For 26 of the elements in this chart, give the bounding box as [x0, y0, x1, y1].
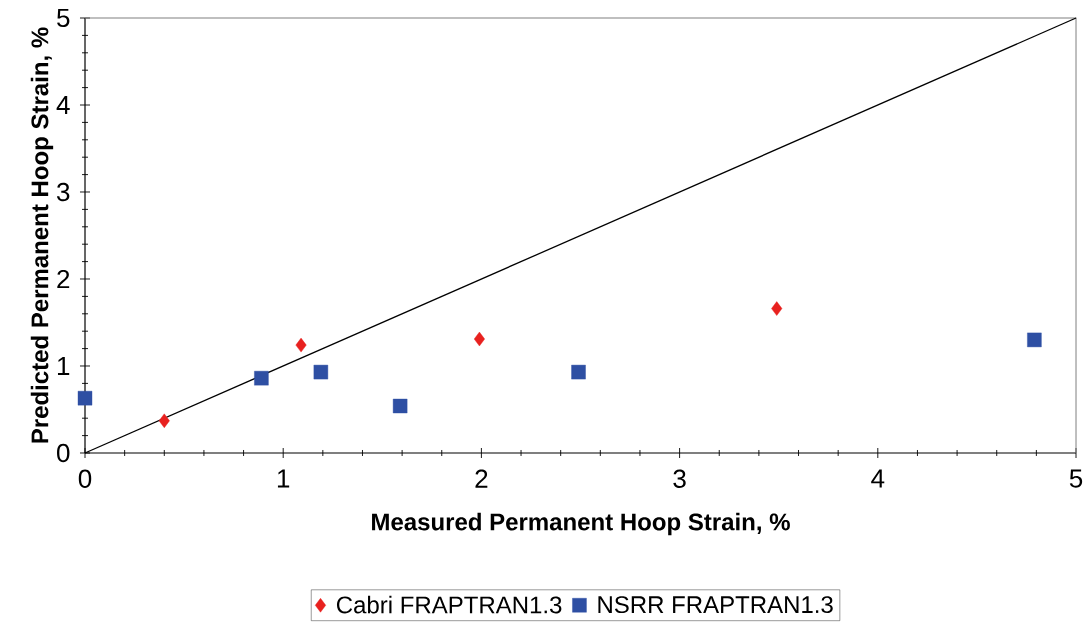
point [254, 370, 269, 386]
x-tick-label: 1 [277, 469, 290, 488]
point [771, 301, 783, 316]
x-tick-label: 0 [78, 469, 92, 488]
y-tick-label: 4 [56, 96, 70, 114]
x-tick-label: 4 [871, 469, 885, 488]
point [571, 364, 586, 380]
y-tick-label: 0 [57, 443, 70, 463]
y-tick-label: 2 [57, 269, 70, 289]
x-tick-label: 5 [1069, 469, 1083, 488]
legend-label: NSRR FRAPTRAN1.3 [598, 596, 833, 614]
point [313, 364, 329, 380]
y-tick-label: 3 [57, 182, 70, 202]
y-axis-title: Predicted Permanent Hoop Strain, % [30, 27, 54, 443]
point [158, 413, 170, 429]
point [77, 390, 93, 406]
point [295, 337, 307, 353]
point [392, 398, 408, 414]
legend-label: Cabri FRAPTRAN1.3 [336, 595, 562, 614]
point [473, 331, 485, 347]
point [1027, 332, 1042, 348]
x-axis-title: Measured Permanent Hoop Strain, % [372, 512, 790, 536]
y-tick-label: 5 [57, 8, 70, 28]
x-tick-label: 3 [673, 469, 686, 488]
y-tick-label: 1 [57, 357, 70, 375]
x-tick-label: 2 [475, 469, 488, 488]
